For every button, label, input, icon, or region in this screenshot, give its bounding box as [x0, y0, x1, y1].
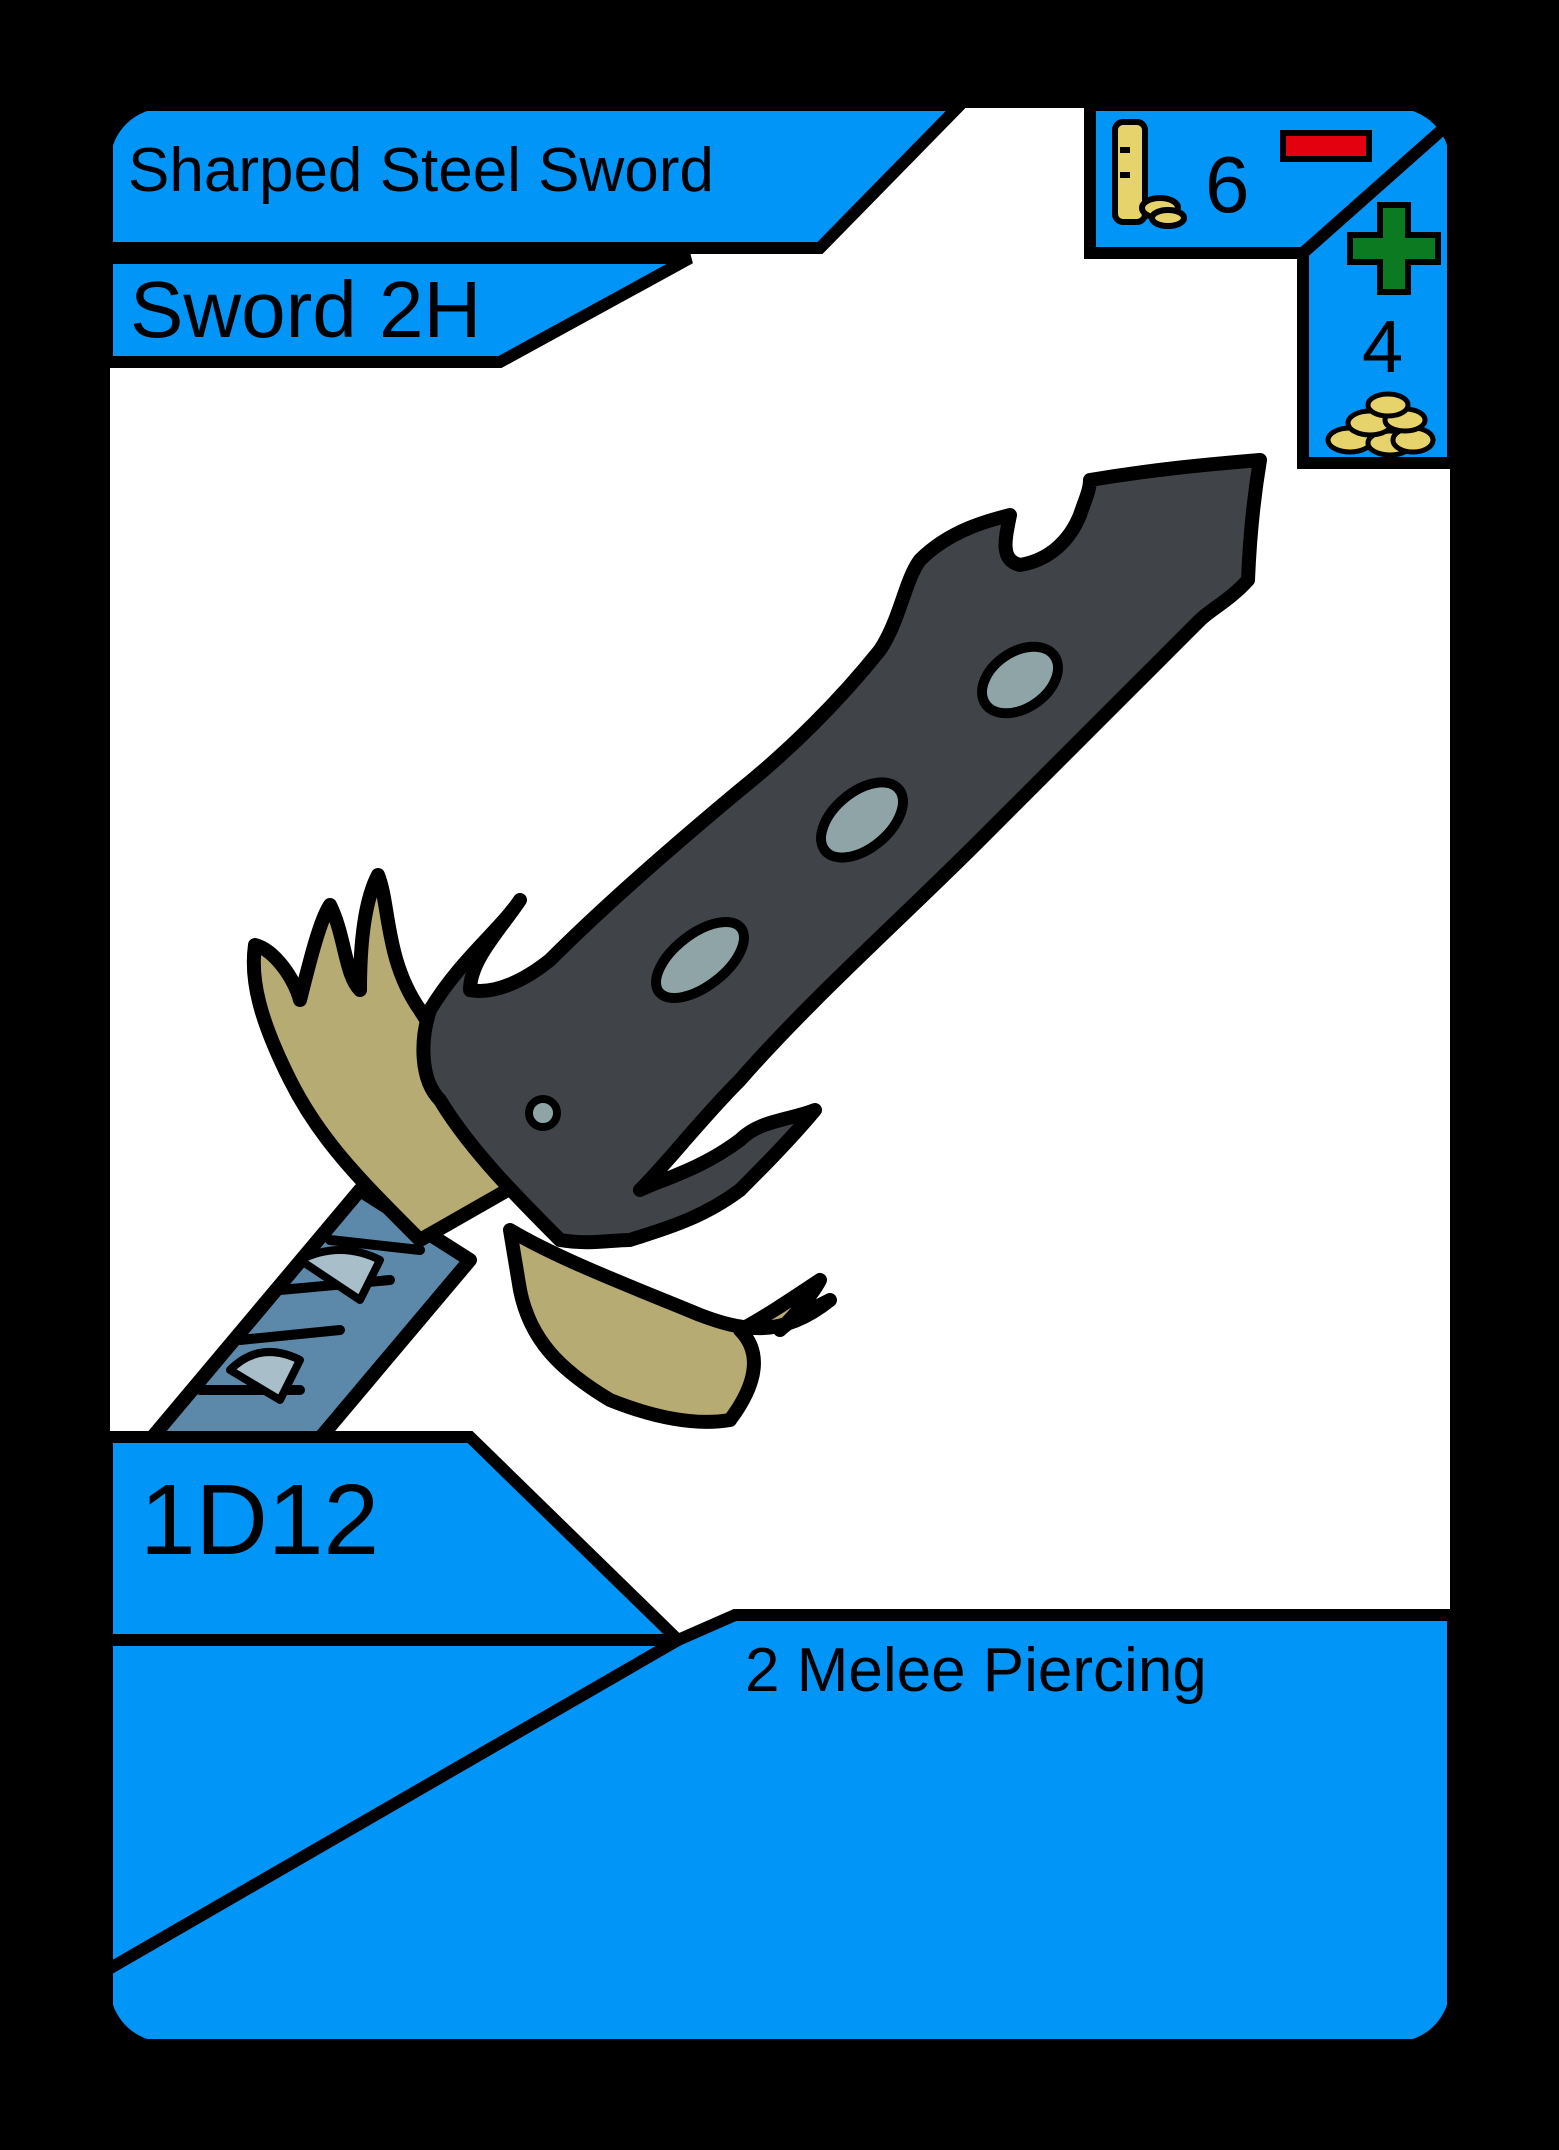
card-border — [104, 102, 1456, 2048]
card-type: Sword 2H — [130, 265, 482, 354]
gold-bar-icon — [1112, 119, 1187, 229]
type-band — [107, 252, 693, 368]
panel-divider — [107, 1634, 682, 1976]
blade-gem — [525, 1095, 561, 1131]
blade-gem — [977, 641, 1063, 719]
title-band — [107, 105, 975, 254]
gold-coins-icon — [1325, 391, 1436, 458]
plus-icon — [1347, 202, 1441, 295]
minus-icon — [1280, 130, 1372, 162]
blade-gem — [651, 916, 749, 1004]
cost-value: 6 — [1205, 140, 1250, 229]
attack-description: 2 Melee Piercing — [745, 1636, 1207, 1705]
blade-gem — [816, 777, 908, 863]
damage-value: 1D12 — [140, 1464, 380, 1576]
card-name: Sharped Steel Sword — [128, 136, 714, 205]
sword-illustration — [143, 453, 1267, 1457]
sword-guard-right — [503, 1223, 837, 1429]
sell-value: 4 — [1362, 305, 1404, 388]
